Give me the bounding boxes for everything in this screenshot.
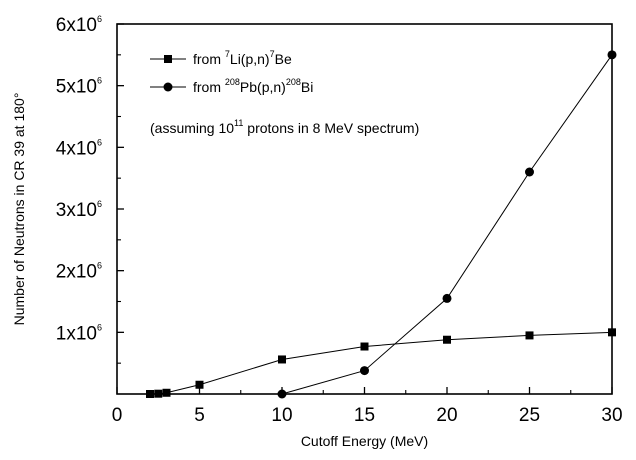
- y-tick-label-0: 1x106: [56, 322, 102, 344]
- legend-marker-1: [164, 55, 172, 63]
- x-tick-label-5: 25: [519, 405, 540, 426]
- series-1-point-3: [195, 380, 204, 389]
- y-tick-label-2: 3x106: [56, 199, 102, 221]
- y-tick-label-3: 4x106: [56, 137, 102, 159]
- series-1-point-2: [162, 388, 171, 397]
- series-1-point-5: [360, 342, 369, 351]
- y-tick-label-4: 5x106: [56, 76, 102, 98]
- series-line-1: [149, 331, 613, 395]
- plot-frame: [116, 23, 613, 395]
- plot-area: 0 5 10 15 20 25 30 1x106 2x106 3x106 4x106 5x106 6x1…: [11, 14, 623, 449]
- x-tick-label-4: 20: [436, 405, 457, 426]
- x-tick-label-0: 0: [112, 405, 123, 426]
- series-2-point-3: [525, 167, 534, 177]
- y-tick-label-1: 2x106: [56, 261, 102, 283]
- series-2-point-1: [360, 366, 369, 376]
- series-1-point-0: [146, 390, 154, 398]
- series-1-point-6: [443, 335, 451, 344]
- x-tick-label-3: 15: [354, 405, 375, 426]
- annotation-text: (assuming 1011 protons in 8 MeV spectrum…: [150, 118, 419, 136]
- legend-marker-2: [163, 82, 173, 92]
- series-1-point-4: [278, 355, 286, 364]
- series-2-point-4: [607, 50, 617, 60]
- y-tick-label-5: 6x106: [56, 14, 102, 36]
- series-1-point-7: [525, 331, 534, 340]
- series-1-point-8: [608, 328, 616, 337]
- legend-label-1: from 7Li(p,n)7Be: [193, 49, 292, 67]
- y-axis-label: Number of Neutrons in CR 39 at 180°: [11, 93, 27, 326]
- series-1-point-1: [154, 389, 163, 398]
- series-2-point-2: [442, 293, 452, 303]
- x-tick-label-1: 5: [194, 405, 205, 426]
- x-axis-label: Cutoff Energy (MeV): [301, 433, 428, 449]
- x-tick-label-6: 30: [601, 405, 622, 426]
- x-tick-label-2: 10: [271, 405, 292, 426]
- legend-label-2: from 208Pb(p,n)208Bi: [193, 77, 313, 95]
- series-2-point-0: [277, 389, 287, 399]
